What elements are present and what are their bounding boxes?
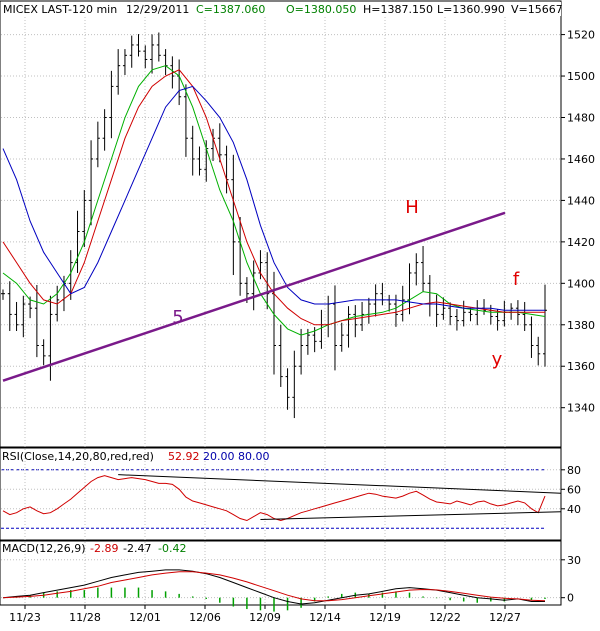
x-tick-label: 12/01: [129, 611, 161, 624]
macd-tick-label: 0: [567, 592, 574, 605]
macd-legend-hist: -0.42: [158, 542, 186, 555]
price-panel: [0, 0, 562, 448]
macd-signal-line: [2, 571, 546, 602]
price-tick-label: 1480: [567, 111, 595, 124]
macd-legend-signal: -2.47: [123, 542, 151, 555]
rsi-legend-value: 52.92: [168, 450, 200, 463]
macd-panel: [0, 540, 562, 606]
rsi-panel: [0, 447, 562, 541]
header-bg: [1, 2, 561, 16]
moving-average-blue: [2, 85, 545, 311]
macd-gridlines: [1, 559, 561, 599]
moving-average-red: [2, 69, 545, 326]
header-date: 12/29/2011: [126, 3, 189, 16]
x-tick-label: 12/22: [429, 611, 461, 624]
rsi-tick-label: 80: [567, 464, 581, 477]
header-volume: V=15667: [511, 3, 563, 16]
rsi-tick-label: 40: [567, 503, 581, 516]
rsi-gridlines: [1, 469, 561, 529]
price-annotation-y: y: [492, 349, 503, 370]
moving-averages: [2, 65, 546, 336]
header-high: H=1387.150: [363, 3, 433, 16]
price-tick-label: 1420: [567, 236, 595, 249]
rsi-line: [2, 475, 546, 522]
x-tick-label: 11/28: [69, 611, 101, 624]
price-annotation-H: H: [405, 197, 419, 218]
price-tick-label: 1400: [567, 277, 595, 290]
rsi-trendline: [260, 511, 562, 521]
rsi-trendline: [118, 474, 562, 494]
macd-legend-macd: -2.89: [90, 542, 118, 555]
price-tick-label: 1340: [567, 402, 595, 415]
rsi-legend-low: 20.00: [203, 450, 235, 463]
x-tick-label: 12/14: [309, 611, 341, 624]
price-tick-label: 1380: [567, 319, 595, 332]
rsi-legend-label: RSI(Close,14,20,80,red,red): [2, 450, 154, 463]
x-tick-label: 12/09: [249, 611, 281, 624]
rsi-legend-high: 80.00: [238, 450, 270, 463]
macd-y-axis: 0 30: [561, 554, 581, 605]
price-annotation-f: f: [513, 269, 520, 290]
price-annotation-5: 5: [172, 307, 183, 328]
x-tick-label: 12/19: [369, 611, 401, 624]
price-annotations: 5 Hf y: [172, 197, 520, 370]
price-tick-label: 1500: [567, 70, 595, 83]
rsi-y-axis: 40 60 80: [561, 464, 581, 516]
price-tick-label: 1360: [567, 360, 595, 373]
price-trendline-5: [2, 211, 506, 382]
rsi-lines: [2, 474, 562, 522]
rsi-tick-label: 60: [567, 483, 581, 496]
macd-tick-label: 30: [567, 554, 581, 567]
x-tick-label: 11/23: [9, 611, 41, 624]
x-tick-label: 12/27: [489, 611, 521, 624]
moving-average-green: [2, 65, 546, 336]
header-low: L=1360.990: [437, 3, 505, 16]
price-trendline: [2, 211, 506, 382]
macd-line: [2, 569, 545, 605]
price-tick-label: 1440: [567, 194, 595, 207]
x-axis: 11/23 11/28 12/01 12/06 12/09 12/14 12/19 12/22…: [9, 605, 521, 624]
price-y-axis: 1340 1360 1380 1400 1420 1440 1460 1480 1500 1520: [561, 29, 595, 415]
price-tick-label: 1460: [567, 153, 595, 166]
header-close: C=1387.060: [196, 3, 265, 16]
macd-legend-label: MACD(12,26,9): [2, 542, 86, 555]
price-tick-label: 1520: [567, 29, 595, 42]
x-tick-label: 12/06: [189, 611, 221, 624]
macd-lines: [2, 569, 546, 612]
header-open: O=1380.050: [286, 3, 356, 16]
header-symbol: MICEX LAST-120 min: [3, 3, 117, 16]
